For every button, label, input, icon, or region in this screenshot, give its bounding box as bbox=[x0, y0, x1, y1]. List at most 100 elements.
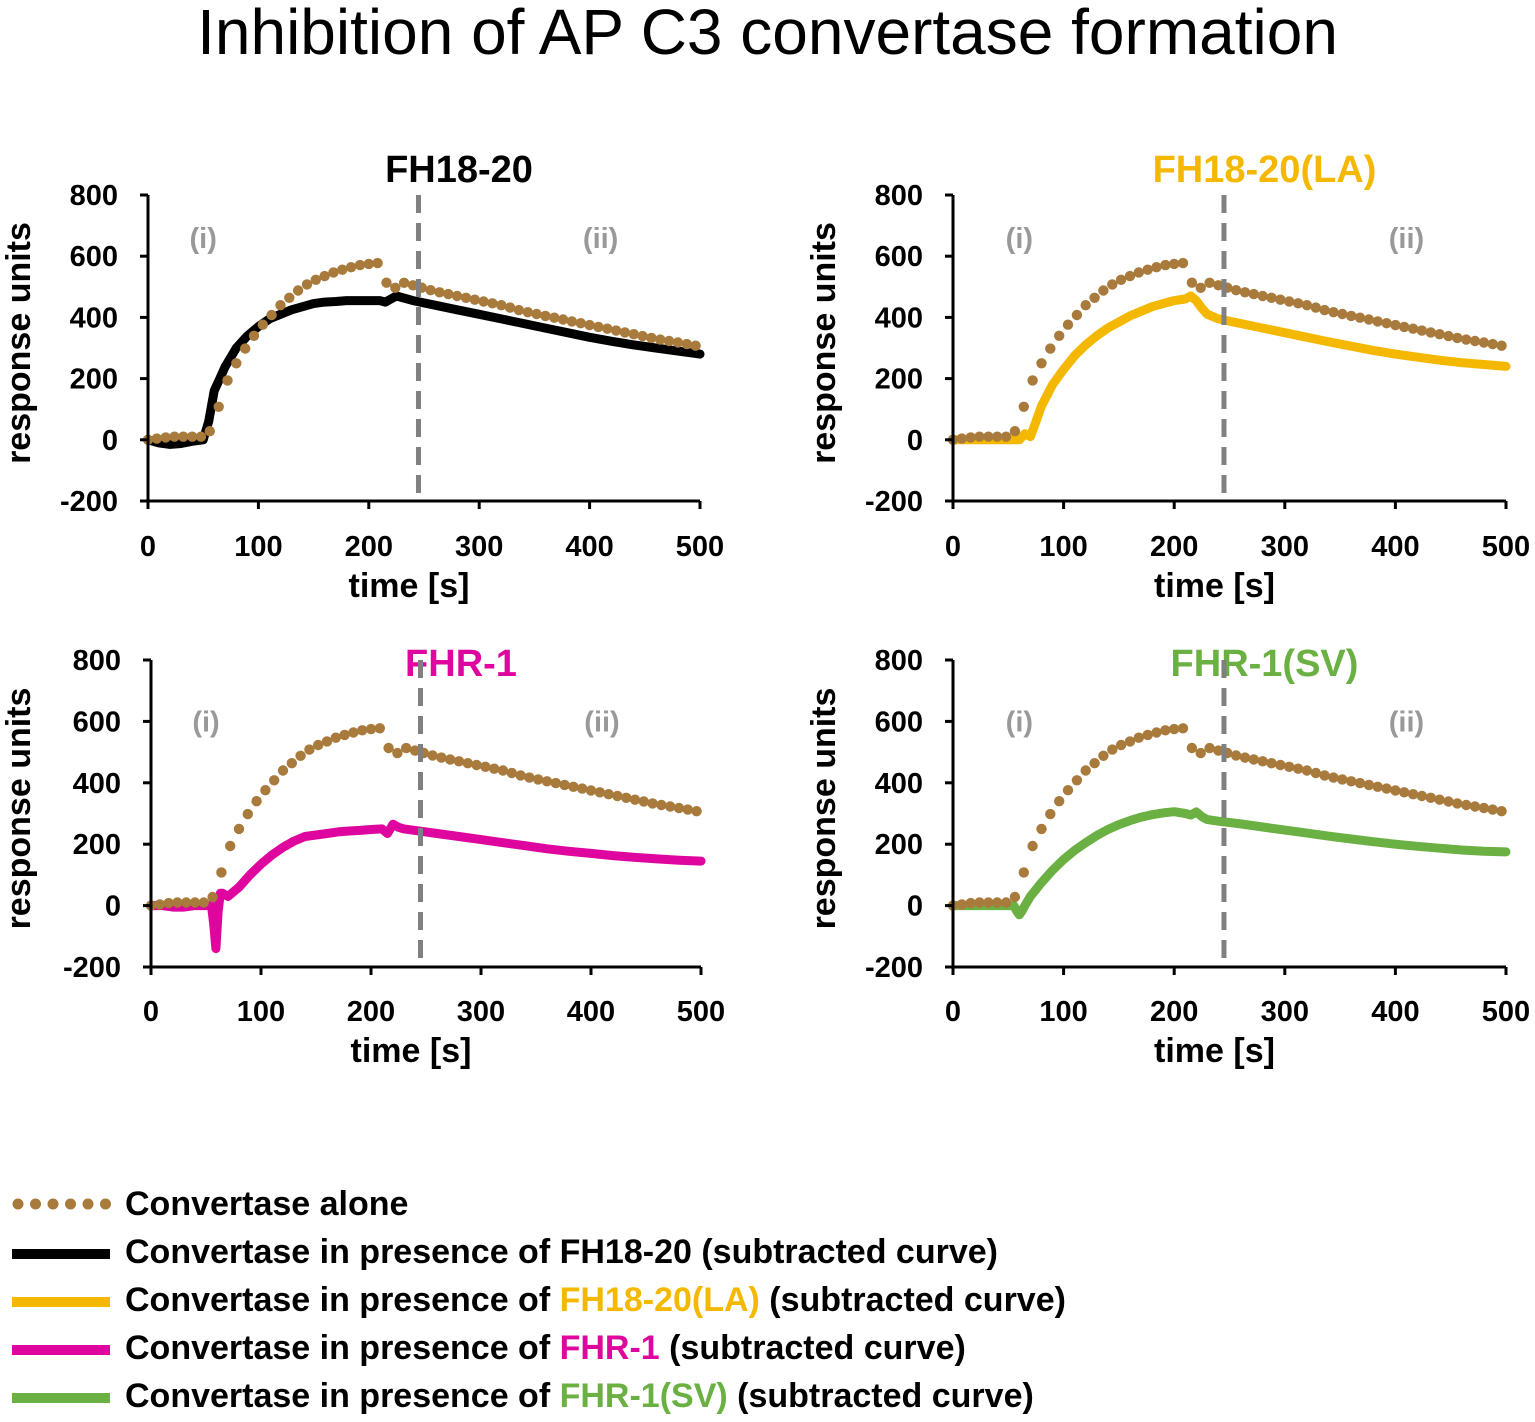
data-point bbox=[496, 300, 507, 311]
data-point bbox=[257, 319, 268, 330]
data-point bbox=[531, 308, 542, 320]
data-point bbox=[231, 358, 242, 369]
legend-dot bbox=[82, 1198, 94, 1210]
data-point bbox=[1469, 335, 1481, 347]
data-point bbox=[407, 280, 419, 291]
data-point bbox=[1027, 840, 1038, 852]
data-point bbox=[1363, 779, 1375, 791]
data-point bbox=[1169, 723, 1180, 735]
data-point bbox=[1213, 745, 1224, 756]
legend-text: Convertase in presence of FH18-20(LA) (s… bbox=[125, 1280, 1066, 1320]
x-tick-label: 300 bbox=[1261, 531, 1309, 563]
data-point bbox=[673, 802, 685, 814]
data-point bbox=[1204, 277, 1215, 288]
data-point bbox=[647, 798, 658, 809]
data-point bbox=[1443, 796, 1454, 807]
data-point bbox=[451, 290, 463, 302]
series-line bbox=[143, 291, 705, 449]
data-point bbox=[1045, 808, 1056, 820]
data-point bbox=[1372, 781, 1383, 792]
data-point bbox=[1275, 759, 1286, 771]
x-tick-label: 500 bbox=[677, 996, 725, 1028]
data-point bbox=[372, 257, 383, 269]
data-point bbox=[213, 401, 224, 412]
data-point bbox=[398, 277, 410, 288]
data-point bbox=[992, 431, 1003, 442]
data-point bbox=[1461, 799, 1472, 811]
data-point bbox=[310, 274, 321, 285]
data-point bbox=[621, 792, 632, 803]
data-point bbox=[1257, 756, 1268, 767]
data-point bbox=[1407, 323, 1419, 334]
x-axis-label: time [s] bbox=[1154, 1032, 1275, 1070]
x-tick-label: 100 bbox=[234, 531, 282, 563]
data-point bbox=[1151, 262, 1162, 273]
data-point bbox=[1036, 358, 1047, 369]
data-point bbox=[1496, 806, 1507, 817]
legend-item: Convertase alone bbox=[10, 1182, 1510, 1230]
data-point bbox=[1071, 309, 1083, 321]
data-point bbox=[637, 330, 648, 342]
data-point bbox=[1133, 267, 1145, 278]
legend-item: Convertase in presence of FHR-1 (subtrac… bbox=[10, 1326, 1510, 1374]
panel-title: FH18-20 bbox=[385, 149, 533, 191]
data-point bbox=[251, 796, 262, 807]
data-point bbox=[594, 787, 605, 798]
data-point bbox=[233, 823, 245, 835]
data-point bbox=[965, 432, 976, 443]
legend-text: Convertase in presence of FHR-1(SV) (sub… bbox=[125, 1376, 1034, 1416]
data-point bbox=[1390, 319, 1401, 331]
data-point bbox=[339, 729, 350, 741]
data-point bbox=[1301, 765, 1313, 776]
x-tick-label: 400 bbox=[565, 531, 613, 563]
data-point bbox=[1239, 752, 1251, 763]
y-axis-label: response units bbox=[0, 222, 38, 464]
y-tick-label: 200 bbox=[73, 829, 121, 861]
data-point bbox=[656, 799, 667, 811]
data-point bbox=[269, 775, 280, 786]
data-point bbox=[1275, 294, 1286, 305]
y-tick-label: 600 bbox=[73, 706, 121, 738]
data-point bbox=[1160, 259, 1171, 271]
data-point bbox=[956, 899, 967, 910]
data-point bbox=[1054, 330, 1065, 341]
x-tick-label: 300 bbox=[455, 531, 503, 563]
data-point bbox=[1434, 794, 1445, 805]
data-point bbox=[1310, 767, 1322, 779]
data-point bbox=[1328, 772, 1339, 783]
data-point bbox=[506, 767, 517, 779]
data-point bbox=[992, 897, 1003, 908]
data-point bbox=[1292, 298, 1304, 309]
data-point bbox=[425, 285, 436, 296]
region-label: (ii) bbox=[584, 706, 619, 738]
data-point bbox=[295, 750, 306, 761]
data-point bbox=[1177, 257, 1189, 269]
data-point bbox=[513, 304, 525, 316]
series-dots bbox=[947, 257, 1507, 445]
data-point bbox=[1009, 426, 1021, 437]
data-point bbox=[443, 288, 454, 300]
legend-suffix: (subtracted curve) bbox=[727, 1377, 1034, 1415]
x-tick-label: 200 bbox=[347, 996, 395, 1028]
panel-title: FH18-20(LA) bbox=[1153, 149, 1377, 191]
data-point bbox=[672, 337, 684, 348]
data-point bbox=[1186, 277, 1198, 288]
series-line bbox=[948, 807, 1511, 920]
data-point bbox=[585, 785, 597, 796]
data-point bbox=[983, 431, 994, 442]
data-point bbox=[1062, 785, 1074, 796]
data-point bbox=[1142, 264, 1153, 275]
data-point bbox=[178, 431, 189, 442]
legend-prefix: Convertase in presence of bbox=[125, 1281, 560, 1319]
data-point bbox=[313, 739, 324, 751]
y-axis-label: response units bbox=[0, 688, 38, 930]
data-point bbox=[357, 725, 368, 736]
chart-panel-1: FH18-20 (i) (ii) -200 0 200 400 600 800 0 100 200 30… bbox=[0, 149, 724, 605]
legend-swatch bbox=[12, 1198, 111, 1210]
data-point bbox=[222, 375, 233, 386]
data-point bbox=[1425, 327, 1437, 338]
legend-dot bbox=[47, 1198, 59, 1210]
data-point bbox=[524, 772, 535, 783]
data-point bbox=[181, 897, 192, 908]
y-tick-label: 200 bbox=[70, 364, 118, 396]
